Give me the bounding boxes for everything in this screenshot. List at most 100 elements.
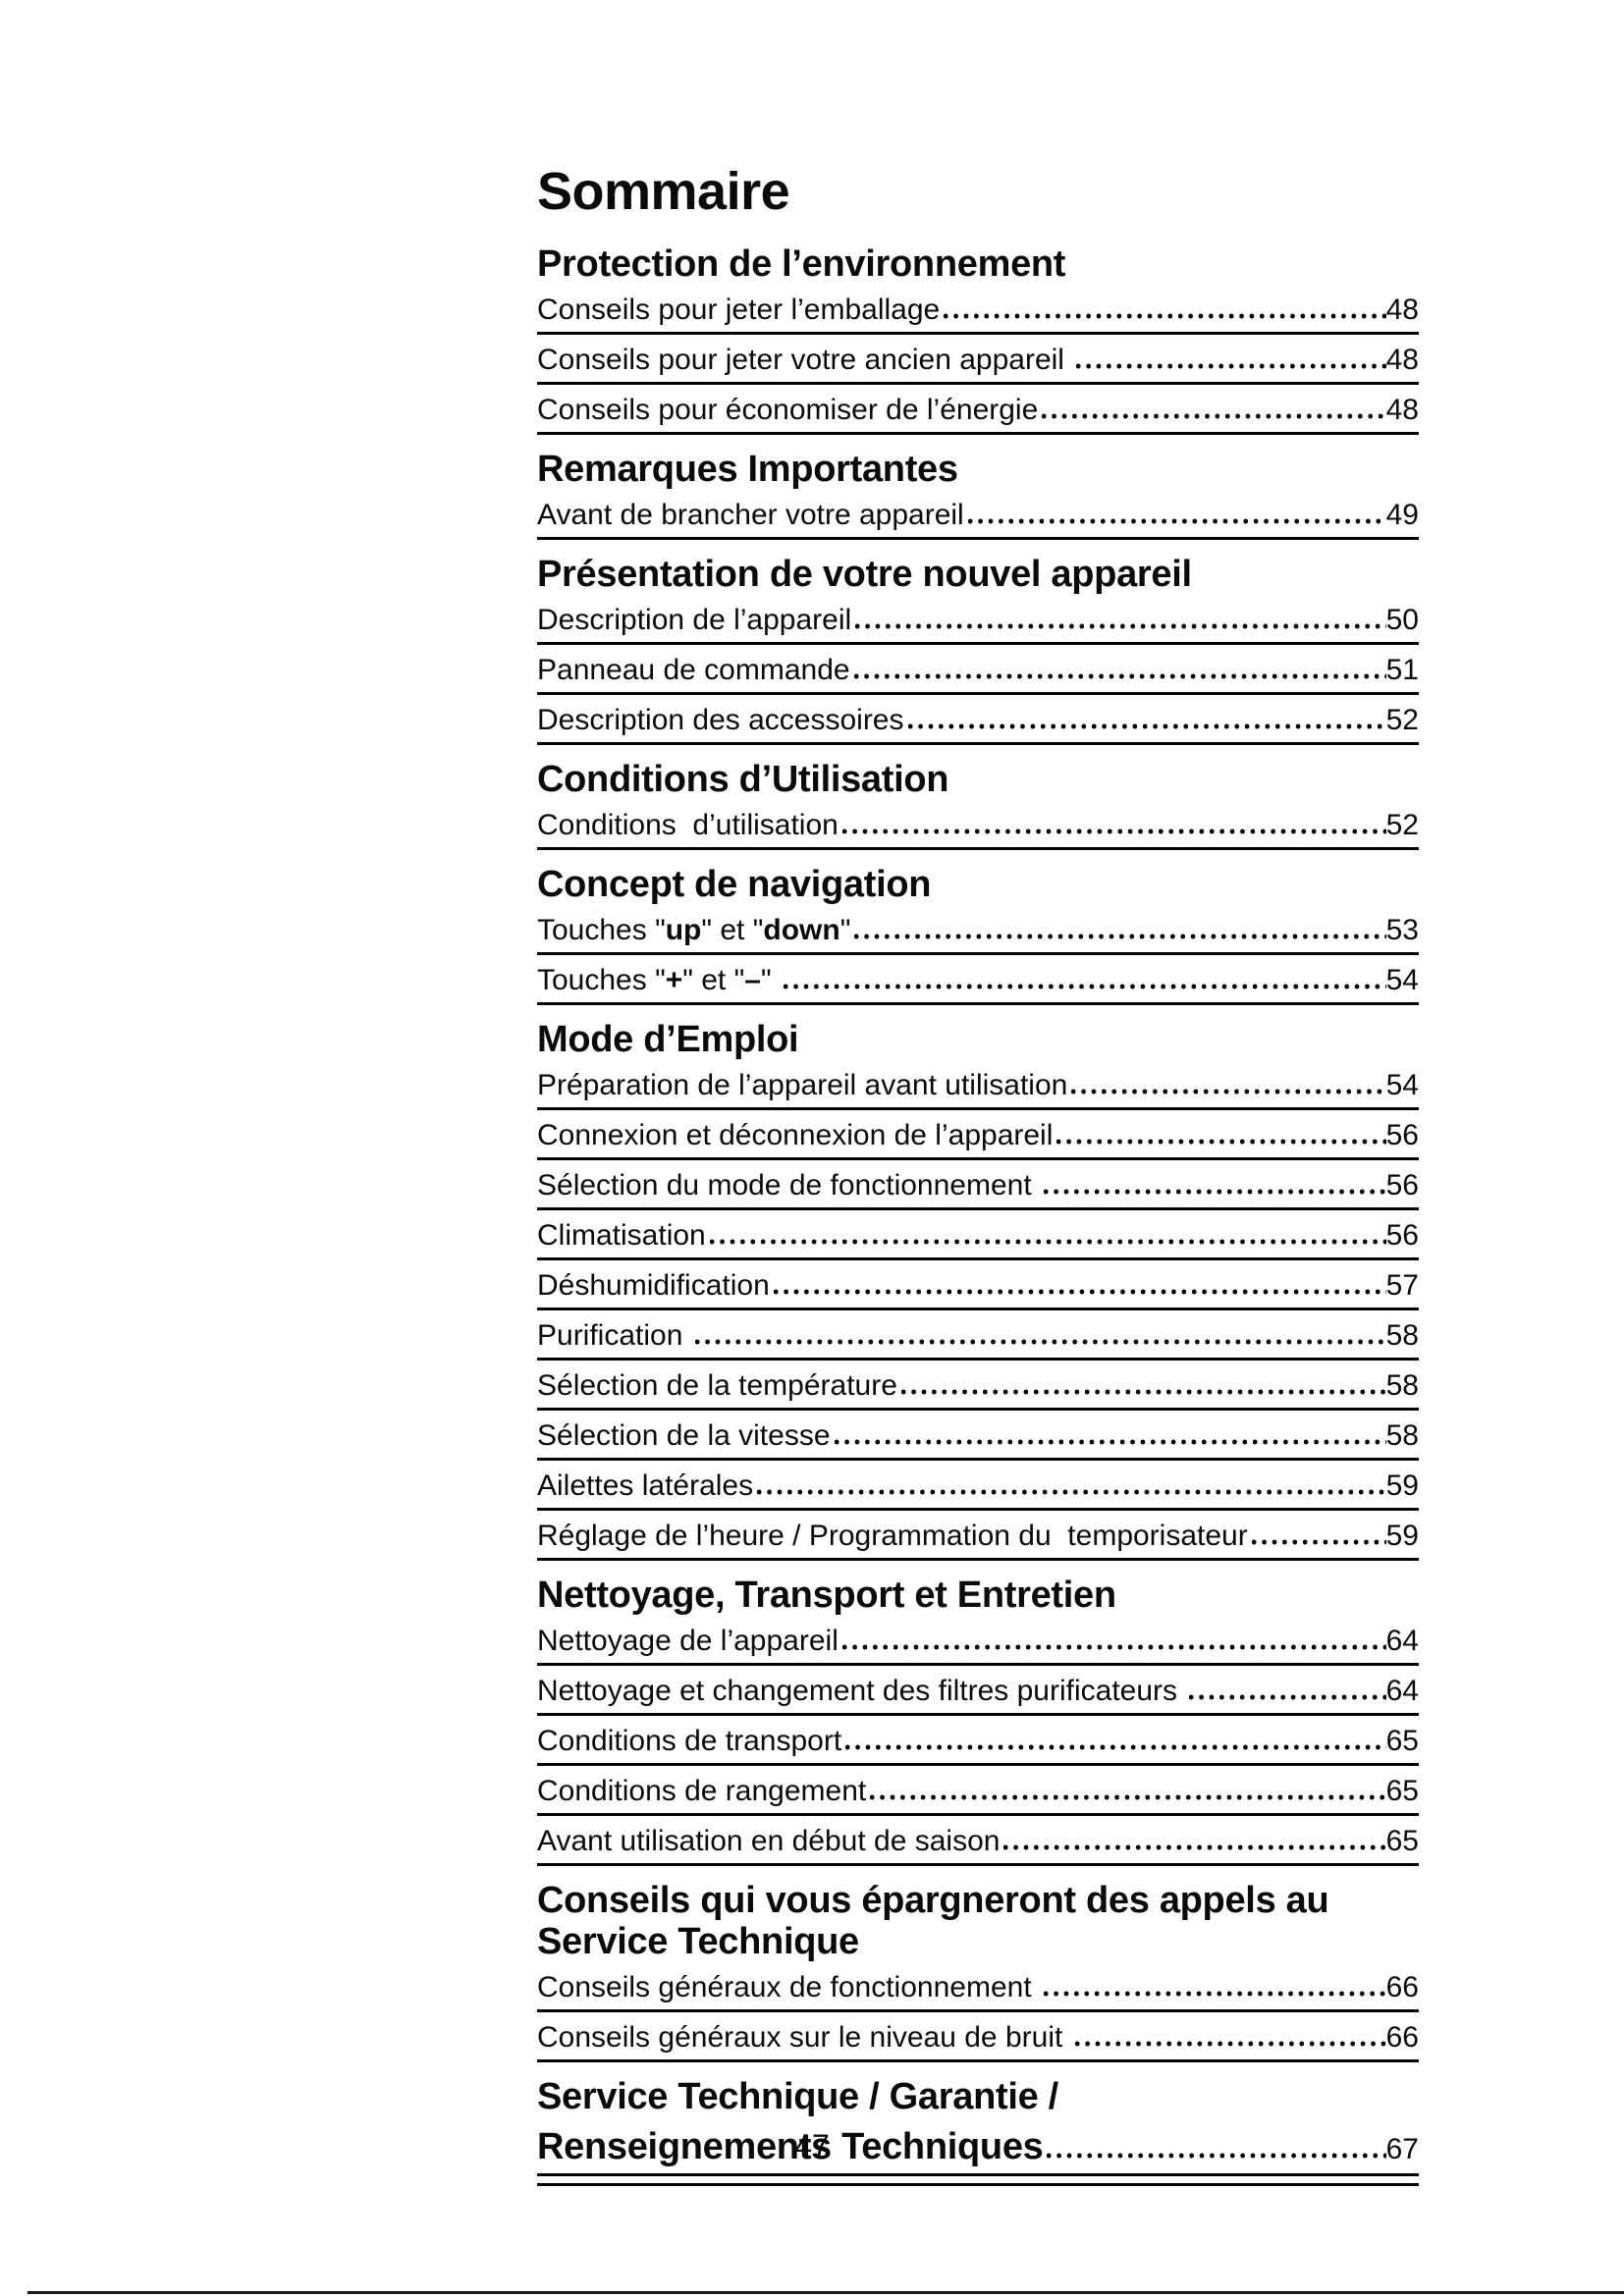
dotted-leader bbox=[1054, 1139, 1386, 1145]
entry-label: Touches "up" et "down" bbox=[537, 914, 851, 946]
section-heading: Mode d’Emploi bbox=[537, 1019, 799, 1060]
dotted-leader bbox=[1044, 2153, 1386, 2159]
toc-entry: Description de l’appareil 50 bbox=[537, 595, 1419, 645]
entry-label: Sélection du mode de fonctionnement bbox=[537, 1169, 1041, 1201]
section-heading: Nettoyage, Transport et Entretien bbox=[537, 1575, 1116, 1616]
entry-page-number: 52 bbox=[1385, 809, 1419, 841]
section-heading: Présentation de votre nouvel appareil bbox=[537, 554, 1192, 595]
entry-label: Conseils généraux sur le niveau de bruit bbox=[537, 2021, 1071, 2054]
entry-label: Conseils pour économiser de l’énergie bbox=[537, 394, 1039, 426]
toc-entry: Avant utilisation en début de saison 65 bbox=[537, 1816, 1419, 1866]
dotted-leader bbox=[839, 828, 1386, 834]
toc-entry: Conseils pour jeter l’emballage 48 bbox=[537, 285, 1419, 335]
entry-page-number: 57 bbox=[1385, 1269, 1419, 1302]
entry-page-number: 56 bbox=[1385, 1119, 1419, 1151]
toc: Protection de l’environnement Conseils po… bbox=[537, 230, 1419, 2186]
dotted-leader bbox=[1186, 1694, 1386, 1700]
entry-label: Avant de brancher votre appareil bbox=[537, 499, 964, 531]
dotted-leader bbox=[754, 1489, 1386, 1495]
toc-entry: Sélection de la température 58 bbox=[537, 1361, 1419, 1411]
toc-entry: Nettoyage de l’appareil 64 bbox=[537, 1616, 1419, 1666]
entry-page-number: 52 bbox=[1385, 704, 1419, 736]
entry-label: Sélection de la température bbox=[537, 1369, 897, 1402]
toc-entry: Nettoyage et changement des filtres puri… bbox=[537, 1666, 1419, 1716]
dotted-leader bbox=[852, 623, 1386, 629]
section-heading: Service Technique / Garantie / bbox=[537, 2076, 1058, 2117]
entry-page-number: 65 bbox=[1385, 1725, 1419, 1757]
entry-label: Panneau de commande bbox=[537, 654, 850, 686]
toc-entry: Climatisation 56 bbox=[537, 1210, 1419, 1260]
dotted-leader bbox=[1073, 363, 1386, 369]
section-heading: Protection de l’environnement bbox=[537, 243, 1066, 285]
dotted-leader bbox=[897, 1389, 1386, 1395]
dotted-leader bbox=[1248, 1539, 1386, 1545]
entry-label: Ailettes latérales bbox=[537, 1469, 754, 1502]
entry-label: Avant utilisation en début de saison bbox=[537, 1825, 1001, 1857]
entry-label: Conditions d’utilisation bbox=[537, 809, 839, 841]
entry-page-number: 59 bbox=[1385, 1520, 1419, 1552]
toc-page: Sommaire Protection de l’environnement Co… bbox=[537, 163, 1419, 2186]
entry-page-number: 65 bbox=[1385, 1775, 1419, 1807]
toc-entry: Sélection du mode de fonctionnement 56 bbox=[537, 1160, 1419, 1210]
section-heading: Remarques Importantes bbox=[537, 449, 958, 490]
dotted-leader bbox=[839, 1644, 1386, 1650]
page-title: Sommaire bbox=[537, 162, 790, 221]
entry-page-number: 54 bbox=[1385, 1069, 1419, 1101]
toc-entry: Sélection de la vitesse 58 bbox=[537, 1411, 1419, 1461]
dotted-leader bbox=[1041, 1189, 1386, 1195]
toc-entry: Conseils pour jeter votre ancien apparei… bbox=[537, 335, 1419, 385]
entry-label: Description de l’appareil bbox=[537, 604, 852, 636]
entry-page-number: 66 bbox=[1385, 1971, 1419, 2003]
toc-entry: Réglage de l’heure / Programmation du te… bbox=[537, 1511, 1419, 1561]
entry-page-number: 54 bbox=[1385, 964, 1419, 996]
entry-page-number: 48 bbox=[1385, 294, 1419, 326]
entry-label: Description des accessoires bbox=[537, 704, 904, 736]
folio-page-number: 47 bbox=[794, 2128, 830, 2163]
entry-page-number: 58 bbox=[1385, 1319, 1419, 1352]
entry-page-number: 48 bbox=[1385, 394, 1419, 426]
dotted-leader bbox=[770, 1289, 1386, 1295]
toc-entry: Conseils généraux sur le niveau de bruit… bbox=[537, 2012, 1419, 2062]
entry-label: Touches "+" et "–" bbox=[537, 964, 780, 996]
entry-label: Conseils pour jeter l’emballage bbox=[537, 294, 941, 326]
toc-entry: Purification 58 bbox=[537, 1310, 1419, 1361]
entry-label: Déshumidification bbox=[537, 1269, 770, 1302]
toc-entry: Déshumidification 57 bbox=[537, 1260, 1419, 1310]
entry-label: Réglage de l’heure / Programmation du te… bbox=[537, 1520, 1248, 1552]
section-heading: Concept de navigation bbox=[537, 864, 932, 905]
entry-label: Conseils généraux de fonctionnement bbox=[537, 1971, 1040, 2003]
entry-label: Nettoyage et changement des filtres puri… bbox=[537, 1675, 1186, 1707]
dotted-leader bbox=[867, 1794, 1386, 1800]
entry-page-number: 56 bbox=[1385, 1169, 1419, 1201]
entry-label: Connexion et déconnexion de l’appareil bbox=[537, 1119, 1054, 1151]
dotted-leader bbox=[1068, 1089, 1386, 1095]
entry-page-number: 59 bbox=[1385, 1469, 1419, 1502]
dotted-leader bbox=[706, 1239, 1386, 1245]
entry-label: Renseignements Techniques bbox=[537, 2126, 1044, 2167]
entry-page-number: 66 bbox=[1385, 2021, 1419, 2054]
dotted-leader bbox=[904, 723, 1386, 729]
entry-page-number: 49 bbox=[1385, 499, 1419, 531]
toc-entry: Description des accessoires 52 bbox=[537, 695, 1419, 745]
entry-page-number: 50 bbox=[1385, 604, 1419, 636]
entry-page-number: 58 bbox=[1385, 1369, 1419, 1402]
dotted-leader bbox=[780, 984, 1386, 989]
dotted-leader bbox=[1071, 2041, 1386, 2047]
toc-entry: Avant de brancher votre appareil 49 bbox=[537, 490, 1419, 540]
entry-label: Purification bbox=[537, 1319, 691, 1352]
entry-label: Conseils pour jeter votre ancien apparei… bbox=[537, 344, 1073, 376]
toc-entry: Touches "+" et "–" 54 bbox=[537, 955, 1419, 1005]
dotted-leader bbox=[691, 1339, 1386, 1345]
toc-entry: Conditions de rangement 65 bbox=[537, 1766, 1419, 1816]
entry-label: Conditions de transport bbox=[537, 1725, 842, 1757]
toc-entry: Panneau de commande 51 bbox=[537, 645, 1419, 695]
entry-page-number: 58 bbox=[1385, 1419, 1419, 1452]
toc-entry: Conditions de transport 65 bbox=[537, 1716, 1419, 1766]
dotted-leader bbox=[1039, 413, 1386, 419]
end-rule bbox=[537, 2183, 1419, 2186]
scan-edge-artifact bbox=[27, 2291, 1624, 2294]
entry-page-number: 48 bbox=[1385, 344, 1419, 376]
toc-entry: Préparation de l’appareil avant utilisat… bbox=[537, 1060, 1419, 1110]
dotted-leader bbox=[851, 934, 1386, 939]
toc-entry: Conseils pour économiser de l’énergie 48 bbox=[537, 385, 1419, 435]
